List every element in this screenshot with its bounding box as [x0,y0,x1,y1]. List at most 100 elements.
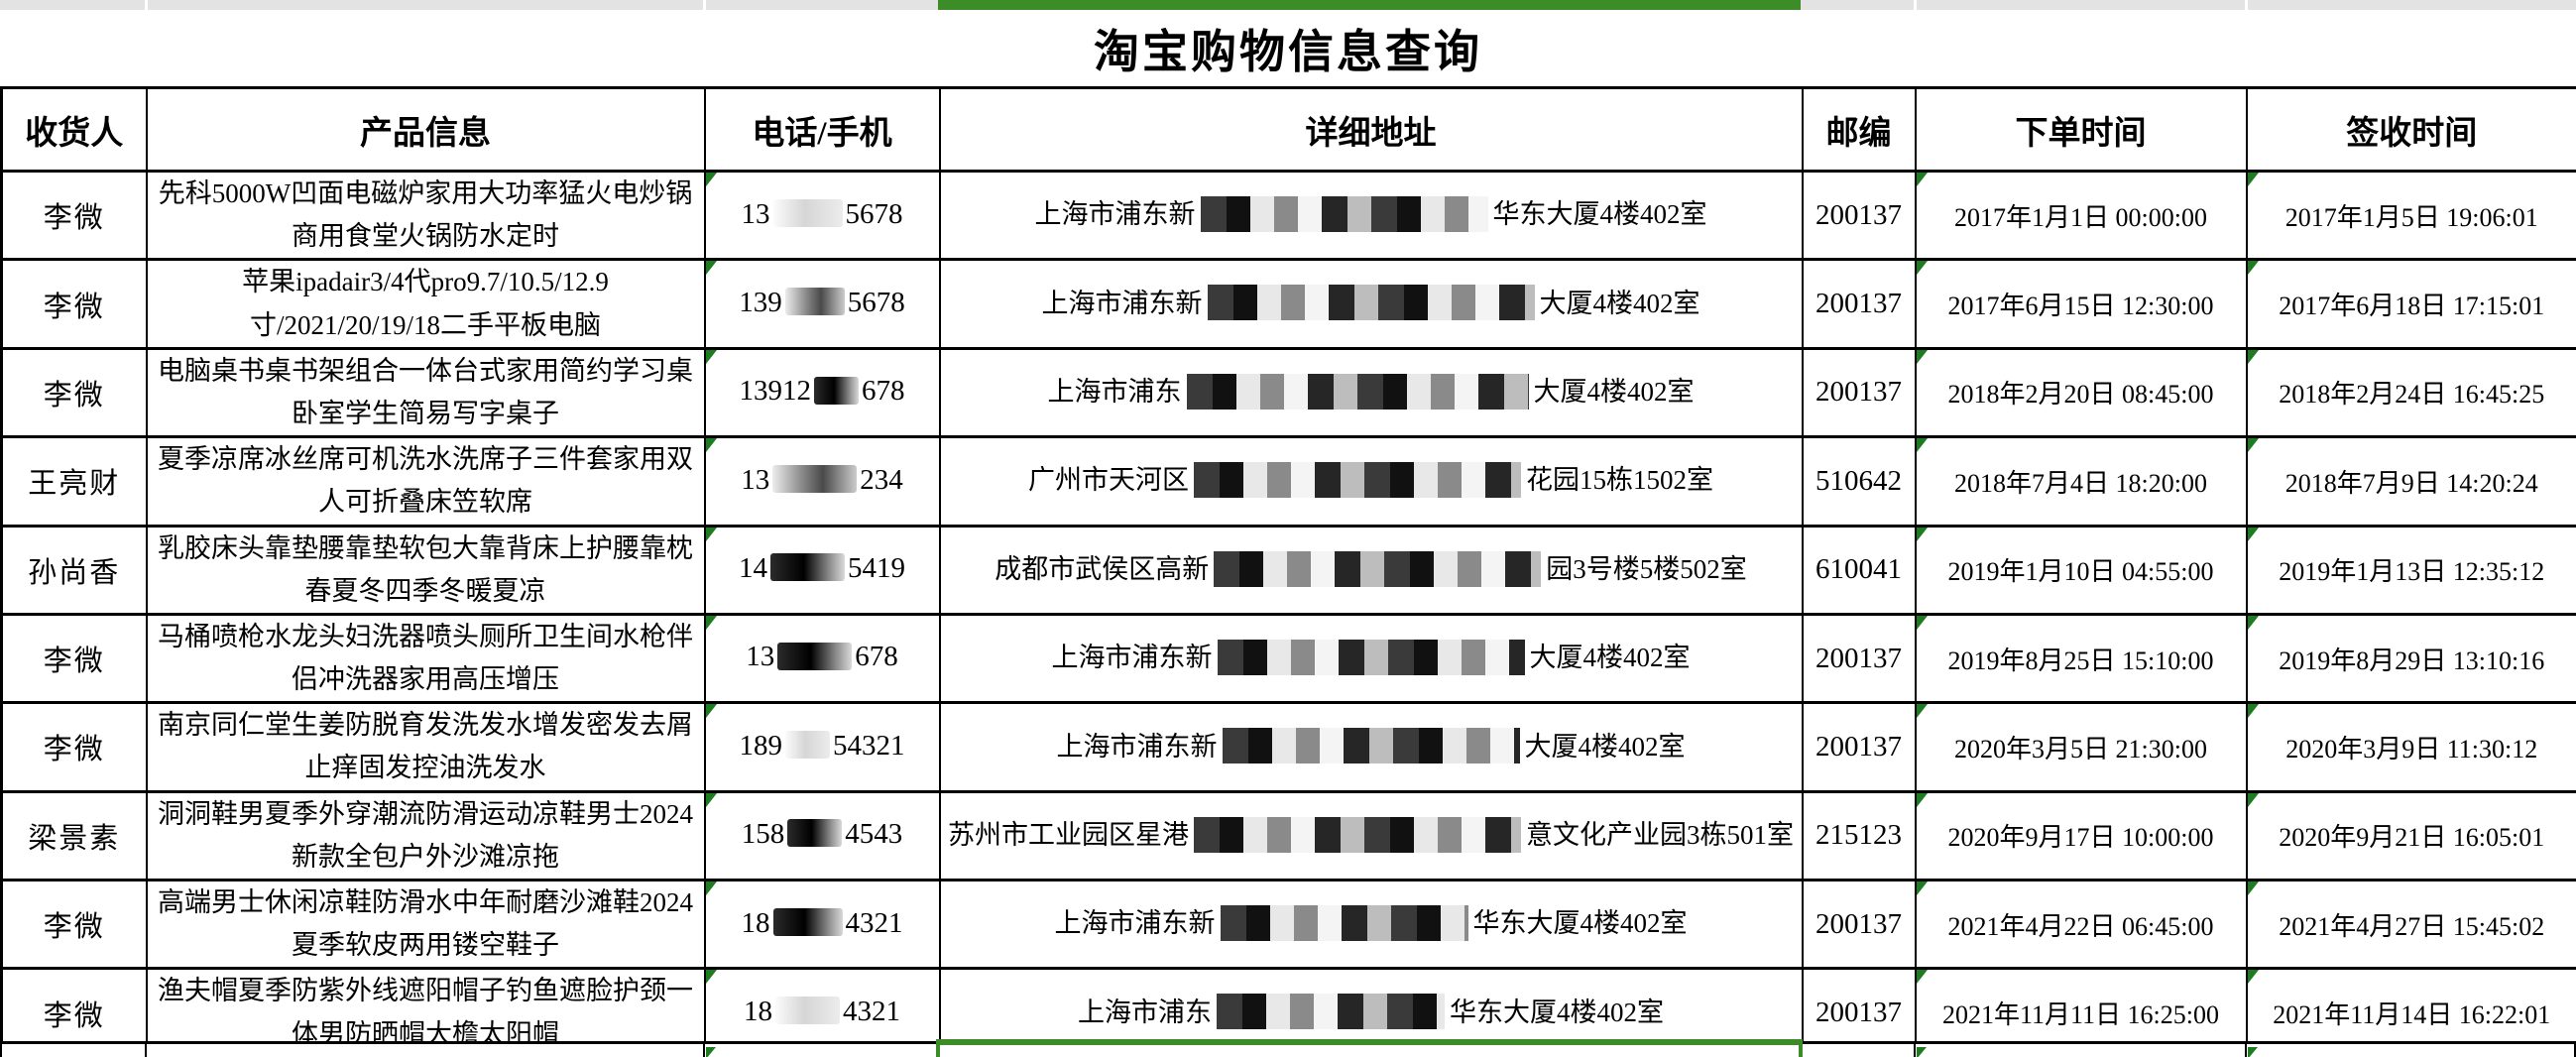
phone-suffix: 234 [860,463,903,496]
phone-redaction [772,464,858,493]
product-cell[interactable]: 马桶喷枪水龙头妇洗器喷头厕所卫生间水枪伴侣冲洗器家用高压增压 [145,612,706,705]
sign-time-cell[interactable]: 2018年7月9日 14:20:24 [2245,435,2576,528]
column-header[interactable]: 产品信息 [145,86,706,173]
error-flag-icon [706,705,717,719]
postcode-cell[interactable]: 200137 [1801,701,1917,793]
postcode-cell[interactable]: 200137 [1801,346,1917,439]
column-header[interactable]: 详细地址 [938,86,1804,173]
sign-time-cell[interactable]: 2018年2月24日 16:45:25 [2245,346,2576,439]
product-text: 电脑桌书桌书架组合一体台式家用简约学习桌卧室学生简易写字桌子 [158,355,693,428]
phone-cell[interactable]: 18 4321 [703,878,941,971]
column-header[interactable]: 电话/手机 [703,86,941,173]
phone-cell[interactable]: 158 4543 [703,789,941,882]
error-flag-icon [2248,794,2259,807]
recipient-cell[interactable]: 李微 [0,878,148,971]
sign-time-cell[interactable]: 2017年6月18日 17:15:01 [2245,258,2576,350]
recipient-cell[interactable]: 王亮财 [0,435,148,528]
column-header[interactable]: 签收时间 [2245,86,2576,173]
recipient-cell[interactable]: 孙尚香 [0,524,148,616]
phone-cell[interactable]: 13 678 [703,612,941,705]
selection-highlight-top [938,0,1801,10]
title-band: 淘宝购物信息查询 [0,10,2576,86]
address-cell[interactable]: 上海市浦东 大厦4楼402室 [938,346,1804,439]
sign-time-cell[interactable]: 2021年4月27日 15:45:02 [2245,878,2576,971]
postcode-cell[interactable]: 200137 [1801,169,1917,262]
order-time-cell[interactable]: 2019年1月10日 04:55:00 [1914,524,2248,616]
recipient-cell[interactable]: 李微 [0,967,148,1044]
order-time-cell[interactable]: 2021年4月22日 06:45:00 [1914,878,2248,971]
sign-time-value: 2019年1月13日 12:35:12 [2279,557,2545,587]
product-text: 乳胶床头靠垫腰靠垫软包大靠背床上护腰靠枕春夏冬四季冬暖夏凉 [158,532,693,606]
postcode-value: 215123 [1815,819,1902,852]
postcode-value: 200137 [1815,376,1902,409]
product-cell[interactable]: 电脑桌书桌书架组合一体台式家用简约学习桌卧室学生简易写字桌子 [145,346,706,439]
product-cell[interactable]: 洞洞鞋男夏季外穿潮流防滑运动凉鞋男士2024新款全包户外沙滩凉拖 [145,789,706,882]
order-time-cell[interactable]: 2020年3月5日 21:30:00 [1914,701,2248,793]
sign-time-cell[interactable]: 2021年11月14日 16:22:01 [2245,967,2576,1044]
recipient-cell[interactable]: 李微 [0,346,148,439]
error-flag-icon [1917,262,1928,276]
column-header[interactable]: 下单时间 [1914,86,2248,173]
address-cell[interactable]: 上海市浦东新 大厦4楼402室 [938,701,1804,793]
phone-cell[interactable]: 189 54321 [703,701,941,793]
address-cell[interactable]: 广州市天河区 花园15栋1502室 [938,435,1804,528]
sign-time-cell[interactable]: 2020年9月21日 16:05:01 [2245,789,2576,882]
order-time-cell[interactable]: 2021年11月11日 16:25:00 [1914,967,2248,1044]
postcode-cell[interactable]: 200137 [1801,878,1917,971]
recipient-cell[interactable]: 李微 [0,258,148,350]
order-time-cell[interactable]: 2017年1月1日 00:00:00 [1914,169,2248,262]
sign-time-cell[interactable]: 2017年1月5日 19:06:01 [2245,169,2576,262]
sign-time-cell[interactable]: 2019年1月13日 12:35:12 [2245,524,2576,616]
postcode-cell[interactable]: 200137 [1801,967,1917,1044]
postcode-value: 200137 [1815,198,1902,231]
phone-cell[interactable]: 13 234 [703,435,941,528]
postcode-cell[interactable]: 510642 [1801,435,1917,528]
recipient-cell[interactable]: 李微 [0,612,148,705]
product-cell[interactable]: 先科5000W凹面电磁炉家用大功率猛火电炒锅商用食堂火锅防水定时 [145,169,706,262]
address-cell[interactable]: 苏州市工业园区星港 意文化产业园3栋501室 [938,789,1804,882]
phone-cell[interactable]: 18 4321 [703,967,941,1044]
product-cell[interactable]: 苹果ipadair3/4代pro9.7/10.5/12.9寸/2021/20/1… [145,258,706,350]
recipient-cell[interactable]: 李微 [0,169,148,262]
phone-cell[interactable]: 139 5678 [703,258,941,350]
column-header[interactable]: 邮编 [1801,86,1917,173]
error-flag-icon [2248,617,2259,630]
sign-time-cell[interactable]: 2019年8月29日 13:10:16 [2245,612,2576,705]
address-cell[interactable]: 成都市武侯区高新 园3号楼5楼502室 [938,524,1804,616]
order-time-cell[interactable]: 2019年8月25日 15:10:00 [1914,612,2248,705]
product-cell[interactable]: 乳胶床头靠垫腰靠垫软包大靠背床上护腰靠枕春夏冬四季冬暖夏凉 [145,524,706,616]
address-cell[interactable]: 上海市浦东新 大厦4楼402室 [938,258,1804,350]
phone-cell[interactable]: 14 5419 [703,524,941,616]
address-suffix: 大厦4楼402室 [1533,377,1695,408]
product-cell[interactable]: 南京同仁堂生姜防脱育发洗发水增发密发去屑止痒固发控油洗发水 [145,701,706,793]
recipient-cell[interactable]: 李微 [0,701,148,793]
product-cell[interactable]: 渔夫帽夏季防紫外线遮阳帽子钓鱼遮脸护颈一体男防晒帽大檐太阳帽 [145,967,706,1044]
postcode-cell[interactable]: 610041 [1801,524,1917,616]
address-cell[interactable]: 上海市浦东新 华东大厦4楼402室 [938,169,1804,262]
postcode-cell[interactable]: 200137 [1801,612,1917,705]
column-divider [1914,0,1917,10]
column-header[interactable]: 收货人 [0,86,148,173]
order-time-cell[interactable]: 2020年9月17日 10:00:00 [1914,789,2248,882]
postcode-cell[interactable]: 200137 [1801,258,1917,350]
phone-suffix: 5419 [848,552,905,585]
order-time-cell[interactable]: 2017年6月15日 12:30:00 [1914,258,2248,350]
sign-time-cell[interactable]: 2020年3月9日 11:30:12 [2245,701,2576,793]
address-cell[interactable]: 上海市浦东新 大厦4楼402室 [938,612,1804,705]
phone-cell[interactable]: 13912 678 [703,346,941,439]
address-cell[interactable]: 上海市浦东新 华东大厦4楼402室 [938,878,1804,971]
error-flag-icon [706,617,717,630]
phone-redaction [772,907,843,936]
column-divider [2245,0,2248,10]
address-cell[interactable]: 上海市浦东 华东大厦4楼402室 [938,967,1804,1044]
postcode-cell[interactable]: 215123 [1801,789,1917,882]
table-row: 李微 南京同仁堂生姜防脱育发洗发水增发密发去屑止痒固发控油洗发水 189 5432… [0,701,2576,793]
error-flag-icon [2248,351,2259,364]
recipient-cell[interactable]: 梁景素 [0,789,148,882]
order-time-cell[interactable]: 2018年2月20日 08:45:00 [1914,346,2248,439]
phone-cell[interactable]: 13 5678 [703,169,941,262]
error-flag-icon [2248,528,2259,541]
product-cell[interactable]: 高端男士休闲凉鞋防滑水中年耐磨沙滩鞋2024夏季软皮两用镂空鞋子 [145,878,706,971]
product-cell[interactable]: 夏季凉席冰丝席可机洗水洗席子三件套家用双人可折叠床笠软席 [145,435,706,528]
order-time-cell[interactable]: 2018年7月4日 18:20:00 [1914,435,2248,528]
